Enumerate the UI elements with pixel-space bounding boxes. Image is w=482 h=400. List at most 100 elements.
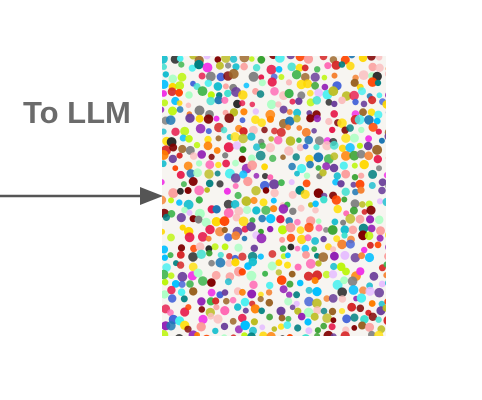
paint-dot [303,56,314,64]
paint-dot [230,200,240,209]
paint-dot [323,295,331,302]
paint-dot [250,196,258,205]
paint-dot [250,244,258,252]
paint-dot [222,152,229,159]
paint-dot [279,245,287,252]
paint-dot [311,246,318,253]
paint-dot [278,314,286,322]
paint-dot [197,150,206,159]
paint-dot [239,146,247,153]
paint-dot [207,278,216,287]
paint-dot [201,217,211,227]
paint-dot [247,160,258,171]
paint-dot [250,318,258,326]
paint-dot [195,114,204,123]
paint-dot [293,291,301,299]
paint-dot [285,222,296,233]
paint-dot [346,124,354,132]
paint-dot [296,125,303,131]
paint-dot [205,179,214,188]
paint-dot [376,198,384,205]
paint-dot [203,141,213,151]
paint-dot [338,144,347,152]
paint-dot [276,215,285,224]
paint-dot [267,225,274,233]
paint-dot [238,313,247,323]
paint-dot [265,143,275,153]
paint-dot [212,327,219,335]
paint-dot [302,334,310,336]
paint-dot [215,61,224,70]
paint-dot [304,318,312,326]
paint-dot [229,296,237,304]
paint-dot [247,132,256,141]
paint-dot [367,77,378,87]
paint-dot [234,243,243,252]
paint-dot [383,261,386,268]
paint-dot [249,101,256,108]
paint-dot [350,313,359,322]
paint-dot [249,125,258,135]
paint-dot [220,322,229,331]
paint-dot [230,173,241,183]
paint-dot [374,287,384,298]
paint-dot [221,56,231,63]
paint-dot [332,279,343,290]
paint-dot [269,179,280,190]
paint-dot [267,174,274,181]
paint-dot [215,161,222,169]
paint-dot [303,172,311,179]
paint-dot [304,296,314,307]
paint-dot [289,207,297,215]
paint-dot [197,86,208,96]
paint-dot [179,224,186,231]
paint-dot [205,128,212,135]
paint-dot [296,137,302,143]
paint-dot [167,210,176,218]
paint-dot [330,246,337,253]
paint-dot [374,110,383,119]
paint-dot [202,62,213,73]
to-llm-label: To LLM [23,95,131,130]
paint-dot [240,108,248,116]
paint-dot [230,334,237,336]
paint-dot [340,331,350,336]
paint-dot [366,215,375,224]
paint-dot [262,270,269,277]
paint-dot [194,332,200,336]
paint-dot [338,61,346,68]
paint-dot [162,330,169,336]
paint-dot [162,79,169,89]
paint-dot [214,170,221,177]
paint-dot [331,60,341,70]
paint-dot [360,315,369,324]
paint-dot [194,105,205,116]
paint-dot [195,242,205,252]
paint-dot [162,150,169,160]
paint-dot [289,98,296,105]
paint-dot [315,218,322,224]
paint-dot [313,144,320,151]
paint-dot [186,280,194,288]
paint-dot [359,286,368,295]
paint-dot [340,219,347,226]
paint-dot [240,297,250,307]
paint-dot [194,215,203,224]
paint-dot [168,74,178,84]
paint-dot [378,186,386,195]
paint-dot [349,150,360,161]
paint-dot [207,288,216,297]
paint-dot [198,314,208,324]
paint-dot [355,179,365,189]
paint-dot [197,232,208,242]
paint-dot [297,204,305,212]
paint-dot [346,61,355,71]
paint-dot [383,272,386,279]
paint-dot [178,280,186,288]
paint-dot [385,182,386,189]
paint-dot [287,62,296,72]
paint-dot [356,293,367,303]
paint-dot [204,187,210,193]
paint-dot [375,56,383,61]
paint-dot [273,135,283,145]
